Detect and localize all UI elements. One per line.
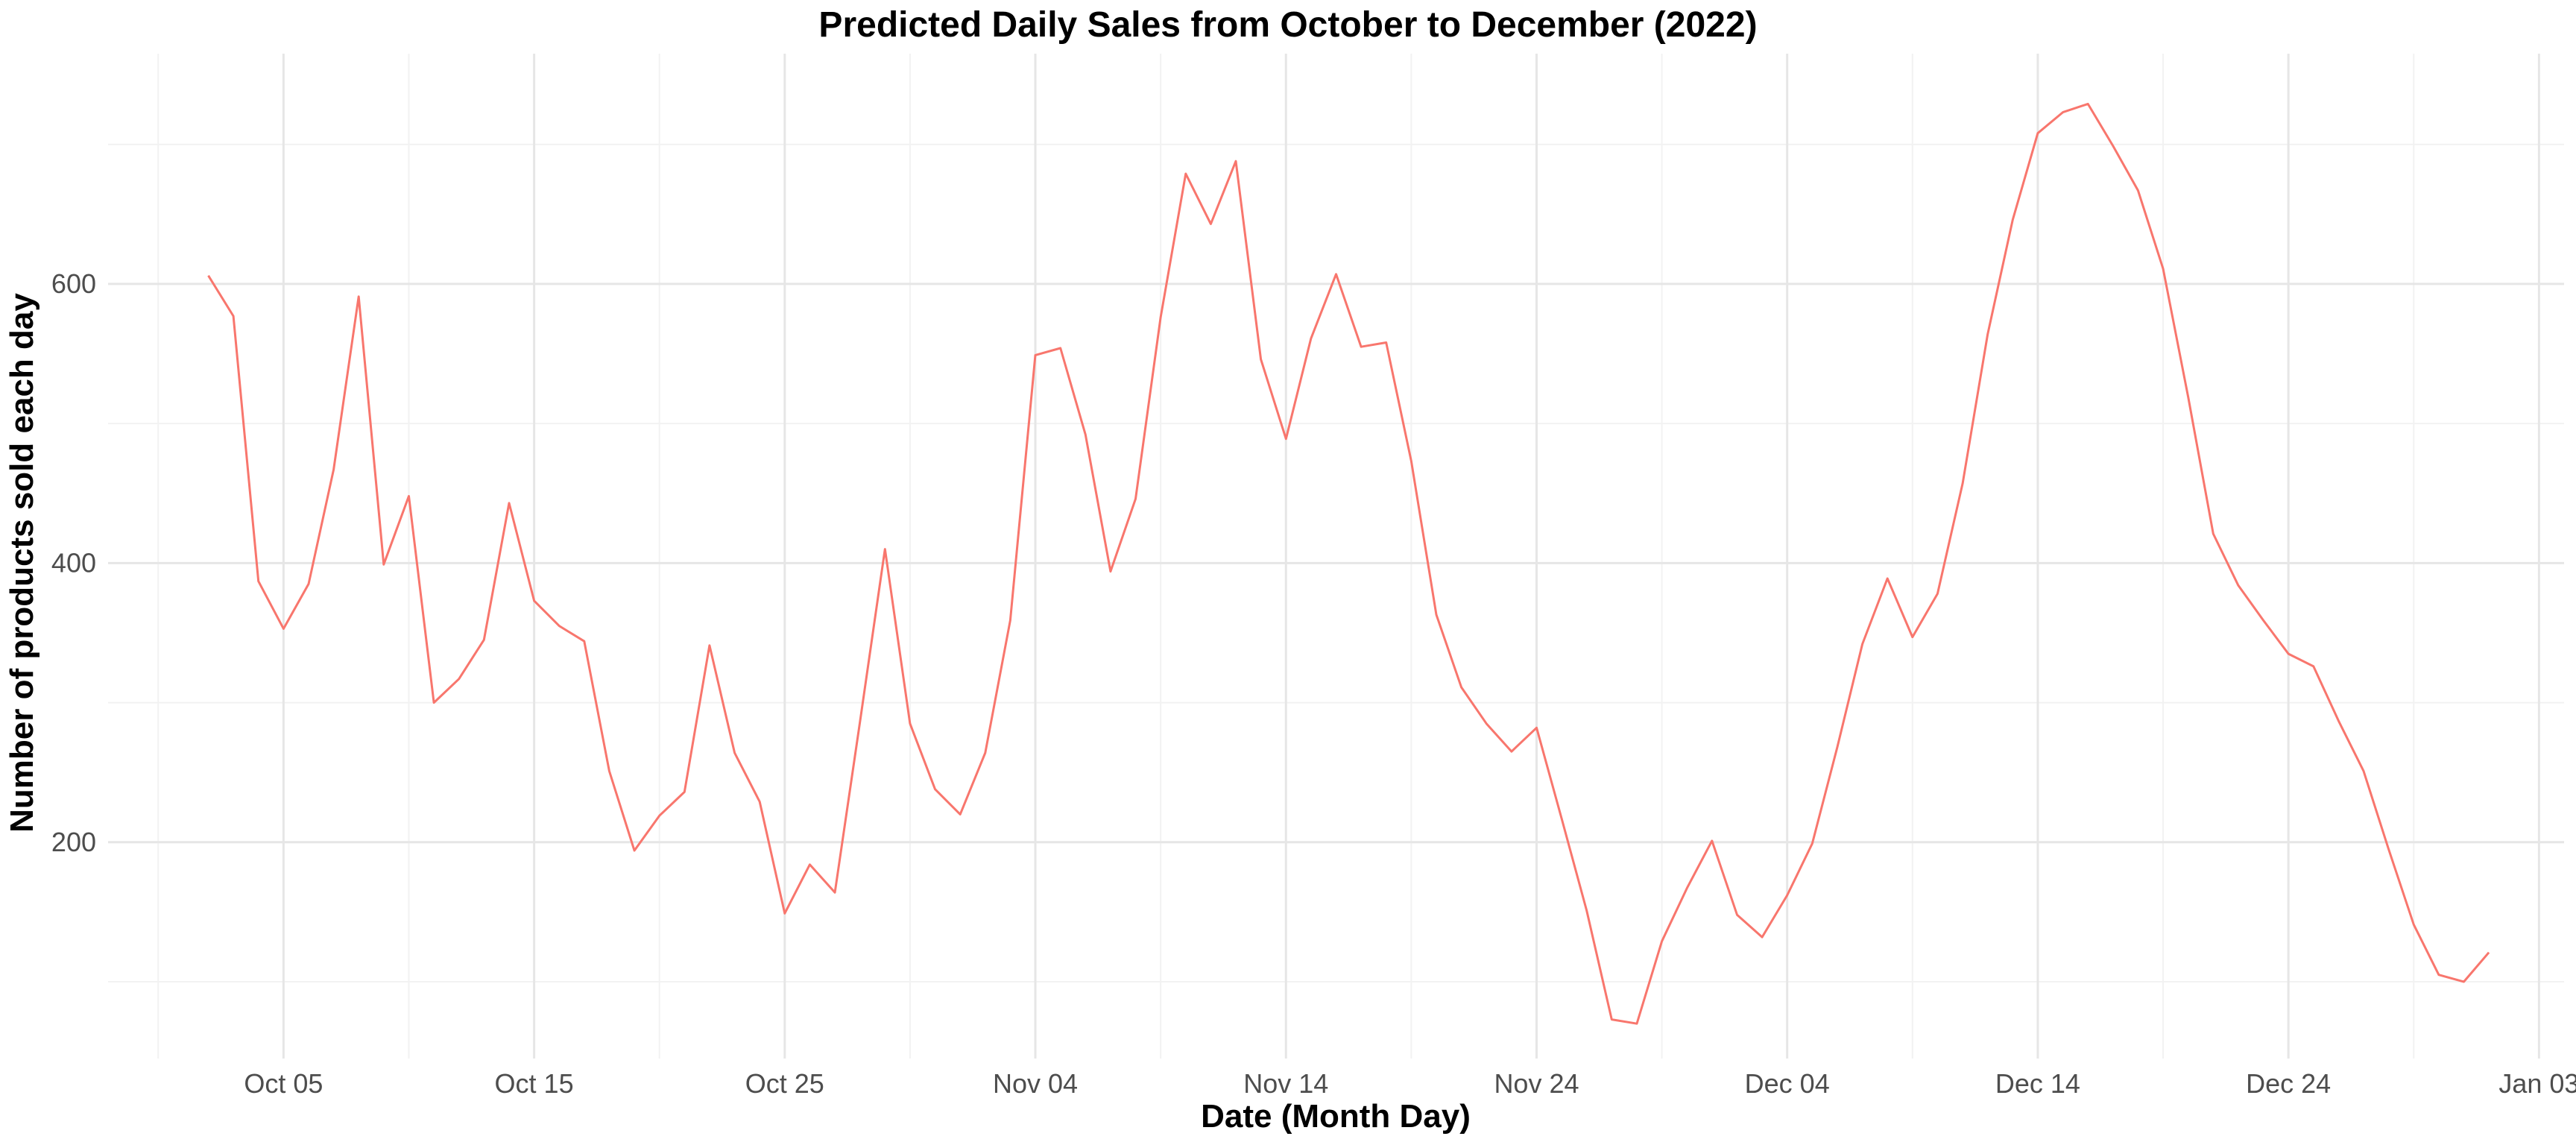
y-tick-label: 200: [51, 827, 96, 857]
x-tick-label: Nov 04: [993, 1068, 1078, 1099]
minor-gridlines: [108, 54, 2564, 1059]
y-tick-label: 400: [51, 547, 96, 578]
x-tick-label: Oct 25: [745, 1068, 824, 1099]
x-tick-label: Jan 03: [2498, 1068, 2576, 1099]
chart-title: Predicted Daily Sales from October to De…: [818, 5, 1758, 45]
x-tick-label: Nov 24: [1494, 1068, 1579, 1099]
major-gridlines: [108, 54, 2564, 1059]
x-tick-label: Oct 05: [244, 1068, 323, 1099]
x-tick-label: Dec 04: [1745, 1068, 1830, 1099]
x-tick-label: Dec 24: [2246, 1068, 2331, 1099]
x-tick-label: Dec 14: [1995, 1068, 2080, 1099]
x-tick-label: Nov 14: [1243, 1068, 1328, 1099]
y-axis-tick-labels: 200 400 600: [51, 268, 96, 857]
y-tick-label: 600: [51, 268, 96, 299]
y-axis-title: Number of products sold each day: [4, 293, 40, 833]
x-axis-title: Date (Month Day): [1201, 1098, 1471, 1135]
x-axis-tick-labels: Oct 05 Oct 15 Oct 25 Nov 04 Nov 14 Nov 24 Dec …: [244, 1068, 2576, 1099]
sales-series-line: [207, 102, 2490, 1025]
x-tick-label: Oct 15: [495, 1068, 574, 1099]
